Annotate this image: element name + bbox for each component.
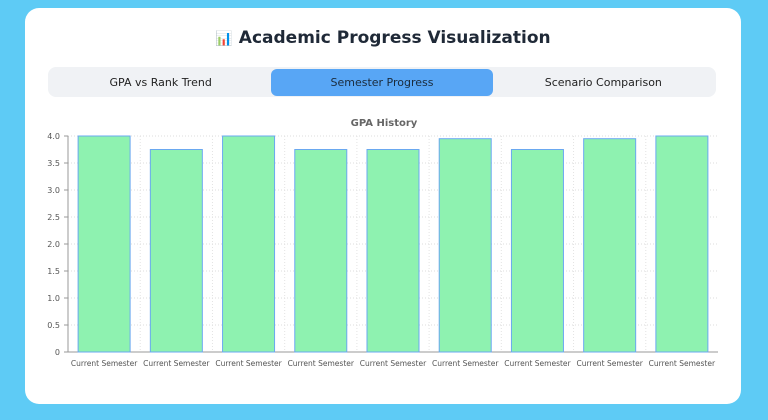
bar	[294, 149, 348, 353]
y-tick-label: 0	[55, 348, 60, 357]
x-tick-label: Current Semester	[215, 359, 282, 368]
tab-semester-progress[interactable]: Semester Progress	[271, 68, 493, 96]
tab-scenario-comparison[interactable]: Scenario Comparison	[544, 75, 662, 89]
bar	[510, 149, 564, 353]
x-tick-label: Current Semester	[576, 359, 643, 368]
y-tick-label: 3.0	[47, 186, 60, 195]
x-tick-label: Current Semester	[143, 359, 210, 368]
tab-bar: GPA vs Rank Trend Semester Progress Scen…	[48, 67, 716, 97]
x-tick-label: Current Semester	[71, 359, 138, 368]
x-tick-label: Current Semester	[288, 359, 355, 368]
bar	[149, 149, 203, 353]
chart-title: GPA History	[351, 118, 418, 129]
y-tick-label: 2.5	[47, 213, 60, 222]
y-tick-label: 0.5	[47, 321, 60, 330]
bar	[222, 135, 276, 353]
page-title-text: Academic Progress Visualization	[238, 28, 551, 48]
x-tick-label: Current Semester	[432, 359, 499, 368]
x-tick-label: Current Semester	[504, 359, 571, 368]
tab-gpa-vs-rank-trend[interactable]: GPA vs Rank Trend	[109, 75, 212, 89]
y-tick-label: 2.0	[47, 240, 60, 249]
bar	[583, 138, 637, 353]
y-tick-label: 4.0	[47, 132, 60, 141]
bar	[366, 149, 420, 353]
x-tick-label: Current Semester	[649, 359, 716, 368]
x-tick-label: Current Semester	[360, 359, 427, 368]
y-tick-label: 1.5	[47, 267, 60, 276]
bar	[77, 135, 131, 353]
page-title: 📊 Academic Progress Visualization	[25, 28, 741, 48]
bar	[655, 135, 709, 353]
y-tick-label: 3.5	[47, 159, 60, 168]
y-tick-label: 1.0	[47, 294, 60, 303]
bar	[438, 138, 492, 353]
bar-chart-icon: 📊	[215, 31, 233, 47]
